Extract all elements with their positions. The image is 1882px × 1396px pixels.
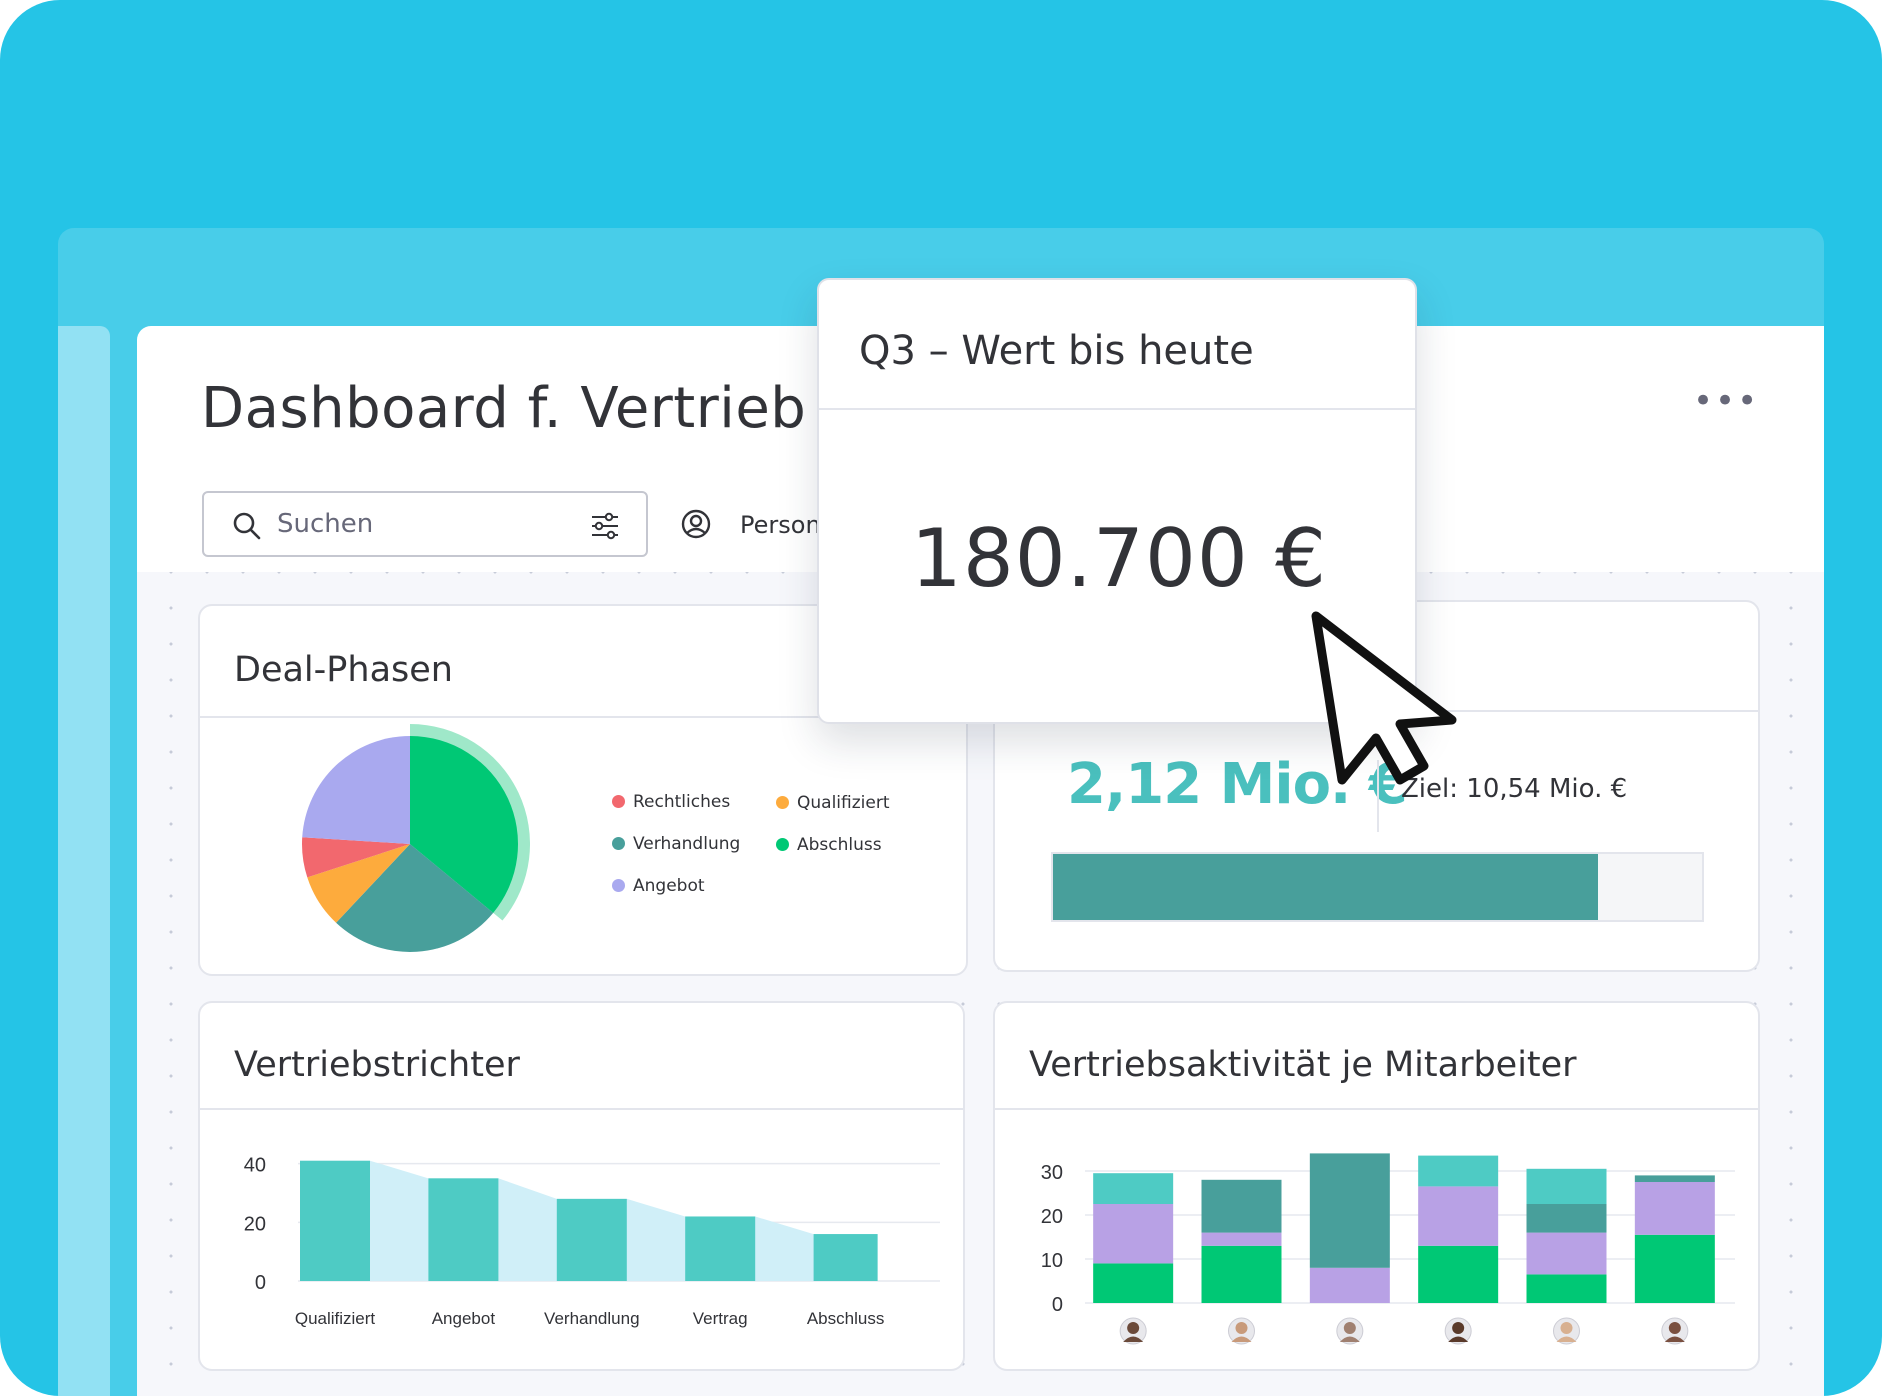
- x-tick-label: Verhandlung: [544, 1309, 639, 1328]
- employee-avatar[interactable]: [1661, 1317, 1689, 1345]
- deal-phases-widget: Deal-Phasen Rechtliches Qualifiziert Ver…: [198, 604, 968, 976]
- legend-item: Abschluss: [776, 835, 882, 855]
- y-tick-label: 40: [244, 1155, 266, 1177]
- stacked-bar-segment[interactable]: [1418, 1245, 1499, 1303]
- activity-per-employee-widget: Vertriebsaktivität je Mitarbeiter 0 10 20 3…: [993, 1001, 1760, 1371]
- sales-funnel-widget: Vertriebstrichter 0 20 40 Qualifiziert Angeb…: [198, 1001, 965, 1371]
- x-tick-label: Vertrag: [693, 1309, 748, 1328]
- y-tick-label: 20: [244, 1213, 266, 1235]
- legend-swatch: [776, 796, 789, 809]
- stacked-bar-segment[interactable]: [1526, 1274, 1607, 1303]
- card-divider: [200, 1108, 963, 1110]
- stacked-bar-segment[interactable]: [1418, 1186, 1499, 1246]
- legend-item: Rechtliches: [612, 792, 730, 812]
- sliders-icon[interactable]: [589, 510, 621, 542]
- funnel-bar-qualifiziert[interactable]: [300, 1160, 370, 1281]
- legend-item: Verhandlung: [612, 834, 740, 854]
- pie-slice-abschluss[interactable]: [410, 736, 518, 913]
- y-tick-label: 20: [1041, 1206, 1063, 1228]
- kpi-value: 180.700 €: [910, 512, 1328, 605]
- deal-phases-title: Deal-Phasen: [234, 650, 453, 690]
- legend-label: Angebot: [633, 876, 705, 896]
- y-tick-label: 30: [1041, 1162, 1063, 1184]
- employee-avatar[interactable]: [1444, 1317, 1472, 1345]
- card-divider: [995, 1108, 1758, 1110]
- stacked-bar-segment[interactable]: [1201, 1245, 1282, 1303]
- goal-target-value: Ziel: 10,54 Mio. €: [1401, 774, 1628, 804]
- x-tick-label: Qualifiziert: [295, 1309, 376, 1328]
- pie-slice-angebot[interactable]: [302, 736, 410, 844]
- legend-swatch: [612, 837, 625, 850]
- sales-funnel-chart: 0 20 40 Qualifiziert Angebot Verhandlung Vertr…: [244, 1155, 940, 1328]
- stacked-bar-segment[interactable]: [1093, 1173, 1174, 1204]
- stacked-bar-segment[interactable]: [1526, 1168, 1607, 1204]
- card-divider: [819, 408, 1415, 410]
- stacked-bar-segment[interactable]: [1418, 1155, 1499, 1187]
- funnel-bar-verhandlung[interactable]: [556, 1198, 627, 1281]
- y-tick-label: 0: [1052, 1294, 1063, 1316]
- stacked-bar-segment[interactable]: [1093, 1204, 1174, 1264]
- search-input[interactable]: Suchen: [277, 509, 374, 539]
- goal-progress-bar: [1051, 852, 1704, 922]
- search-icon: [233, 512, 261, 540]
- search-field[interactable]: Suchen: [202, 491, 648, 557]
- stacked-bar-segment[interactable]: [1526, 1232, 1607, 1275]
- employee-avatar[interactable]: [1119, 1317, 1147, 1345]
- x-tick-label: Angebot: [432, 1309, 496, 1328]
- legend-label: Qualifiziert: [797, 793, 890, 813]
- goal-separator: [1377, 760, 1379, 832]
- kpi-title: Q3 – Wert bis heute: [859, 328, 1254, 374]
- side-rail: [58, 326, 110, 1396]
- x-tick-label: Abschluss: [807, 1309, 884, 1328]
- legend-label: Rechtliches: [633, 792, 731, 812]
- goal-progress-fill: [1053, 854, 1599, 920]
- employee-avatar[interactable]: [1553, 1317, 1580, 1345]
- legend-label: Abschluss: [797, 835, 882, 855]
- activity-stacked-chart: 0 10 20 30: [1041, 1153, 1735, 1345]
- page-title: Dashboard f. Vertrieb: [201, 376, 807, 441]
- y-tick-label: 10: [1041, 1250, 1063, 1272]
- stacked-bar-segment[interactable]: [1309, 1267, 1390, 1303]
- stacked-bar-segment[interactable]: [1201, 1232, 1282, 1246]
- employee-avatar[interactable]: [1228, 1317, 1255, 1345]
- legend-item: Angebot: [612, 876, 705, 896]
- pie-slice-qualifiziert[interactable]: [307, 844, 410, 923]
- activity-title: Vertriebsaktivität je Mitarbeiter: [1029, 1045, 1577, 1085]
- legend-swatch: [612, 879, 625, 892]
- deal-phases-pie: [302, 724, 530, 952]
- more-options-button[interactable]: •••: [1693, 381, 1760, 421]
- stacked-bar-segment[interactable]: [1526, 1204, 1607, 1233]
- legend-swatch: [612, 795, 625, 808]
- pie-slice-rechtliches[interactable]: [302, 837, 410, 878]
- stacked-bar-segment[interactable]: [1634, 1175, 1715, 1182]
- sales-funnel-title: Vertriebstrichter: [234, 1045, 520, 1085]
- funnel-bar-abschluss[interactable]: [813, 1234, 878, 1281]
- stacked-bar-segment[interactable]: [1634, 1234, 1715, 1303]
- stacked-bar-segment[interactable]: [1634, 1182, 1715, 1235]
- stacked-bar-segment[interactable]: [1309, 1153, 1390, 1268]
- legend-item: Qualifiziert: [776, 793, 890, 813]
- legend-label: Verhandlung: [633, 834, 741, 854]
- legend-swatch: [776, 838, 789, 851]
- stacked-bar-segment[interactable]: [1201, 1179, 1282, 1233]
- employee-avatar[interactable]: [1336, 1317, 1364, 1345]
- y-tick-label: 0: [255, 1272, 266, 1294]
- pie-slice-verhandlung[interactable]: [336, 844, 494, 952]
- mouse-pointer-icon: [1311, 611, 1457, 785]
- person-circle-icon[interactable]: [680, 508, 712, 540]
- card-divider: [200, 716, 966, 718]
- stacked-bar-segment[interactable]: [1093, 1263, 1174, 1303]
- funnel-bar-angebot[interactable]: [428, 1178, 499, 1281]
- funnel-bar-vertrag[interactable]: [685, 1216, 756, 1281]
